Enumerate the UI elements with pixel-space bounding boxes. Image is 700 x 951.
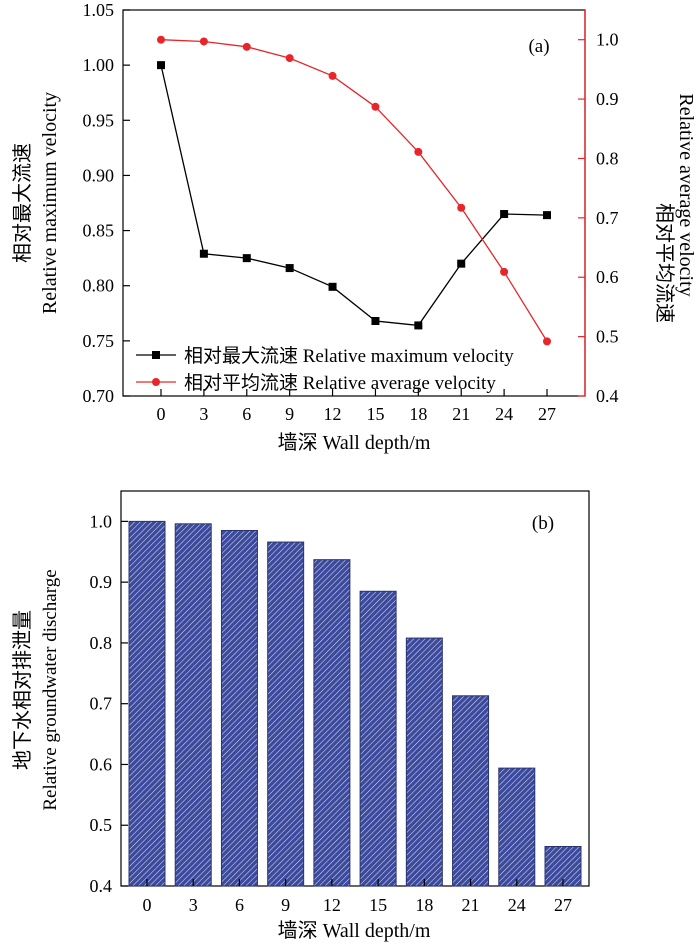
panel-b-x-tick-label: 12 [323, 895, 341, 915]
panel-b-y-tick-label: 0.7 [90, 694, 113, 714]
max-velocity-point [414, 321, 423, 330]
panel-a-x-tick-label: 12 [324, 404, 342, 424]
panel-a-right-tick-label: 0.7 [596, 208, 619, 228]
average-velocity-point [543, 337, 551, 346]
discharge-bar [128, 520, 166, 887]
discharge-bar [359, 590, 397, 887]
max-velocity-point [285, 264, 294, 273]
panel-b: 0 3 6 9 12 15 18 21 24 27 0.4 0.5 0.6 0.7 0.8 0.9 1.0 (… [11, 490, 590, 942]
panel-b-y-tick-label: 0.9 [90, 572, 113, 592]
panel-b-label: (b) [532, 513, 554, 534]
panel-a-x-axis-title: 墙深 Wall depth/m [278, 431, 431, 454]
panel-a-left-tick-label: 0.95 [83, 110, 115, 130]
max-velocity-point [199, 249, 208, 258]
panel-a-right-tick-label: 0.9 [596, 89, 619, 109]
panel-b-x-tick-label: 15 [369, 895, 387, 915]
max-velocity-point [242, 254, 251, 263]
max-velocity-line [160, 64, 548, 327]
panel-a-left-tick-label: 0.90 [83, 165, 115, 185]
average-velocity-point [371, 102, 380, 111]
panel-a-x-tick-label: 21 [452, 404, 470, 424]
panel-a-right-axis-title-en: Relative average velocity [675, 93, 697, 296]
max-velocity-point [157, 61, 165, 70]
max-velocity-point [371, 317, 380, 326]
panel-a-x-tick-label: 18 [409, 404, 427, 424]
panel-b-x-tick-label: 0 [143, 895, 152, 915]
panel-a-left-tick-label: 0.80 [83, 276, 115, 296]
max-velocity-point [543, 211, 551, 220]
discharge-bar [267, 541, 305, 887]
panel-a-x-tick-label: 24 [495, 404, 513, 424]
panel-b-x-tick-label: 24 [508, 895, 526, 915]
legend-marker-circle [152, 378, 160, 386]
legend-label-max-velocity: 相对最大流速 Relative maximum velocity [184, 345, 514, 367]
average-velocity-point [157, 35, 165, 44]
panel-a-left-tick-label: 0.85 [83, 221, 115, 241]
panel-a-x-tick-label: 6 [242, 404, 251, 424]
panel-b-y-tick-label: 0.4 [90, 876, 113, 896]
panel-a: 0 3 6 9 12 15 18 21 24 27 0.70 0.75 0.80 0.85 0.90 0.9… [11, 0, 697, 454]
discharge-bar [313, 559, 351, 887]
panel-b-x-tick-label: 9 [281, 895, 290, 915]
average-velocity-point [500, 267, 509, 276]
panel-a-legend: 相对最大流速 Relative maximum velocity 相对平均流速 … [136, 345, 514, 394]
panel-a-x-tick-label: 9 [285, 404, 294, 424]
panel-b-y-tick-label: 0.5 [90, 815, 113, 835]
max-velocity-point [457, 259, 466, 268]
panel-a-left-tick-label: 1.00 [83, 55, 115, 75]
panel-b-x-tick-label: 3 [189, 895, 198, 915]
discharge-bar [452, 695, 490, 887]
panel-b-y-axis-title-cn: 地下水相对排泄量 [11, 610, 34, 770]
panel-a-right-tick-label: 0.6 [596, 267, 619, 287]
panel-a-left-tick-label: 0.70 [83, 386, 115, 406]
discharge-bar [220, 530, 258, 887]
discharge-bar [174, 523, 212, 887]
discharge-bar [405, 637, 443, 887]
panel-a-right-axis-title-cn: 相对平均流速 [653, 203, 676, 323]
legend-marker-square [152, 351, 160, 359]
average-velocity-point [285, 54, 294, 63]
panel-a-left-axis-title-en: Relative maximum velocity [39, 92, 61, 314]
legend-label-average-velocity: 相对平均流速 Relative average velocity [184, 372, 496, 394]
average-velocity-point [242, 42, 251, 51]
average-velocity-point [457, 203, 466, 212]
panel-a-right-tick-label: 0.5 [596, 327, 619, 347]
max-velocity-point [500, 210, 509, 219]
panel-a-right-tick-label: 1.0 [596, 30, 619, 50]
panel-a-left-axis-title-cn: 相对最大流速 [11, 143, 34, 263]
average-velocity-point [199, 37, 208, 46]
panel-b-y-tick-label: 0.6 [90, 754, 113, 774]
panel-a-x-tick-label: 0 [157, 404, 166, 424]
panel-b-x-tick-label: 27 [554, 895, 572, 915]
panel-a-right-tick-label: 0.8 [596, 148, 619, 168]
panel-a-label: (a) [528, 36, 549, 57]
average-velocity-point [328, 71, 337, 80]
panel-b-x-tick-label: 21 [462, 895, 480, 915]
max-velocity-point [328, 282, 337, 291]
panel-a-x-tick-label: 15 [366, 404, 384, 424]
discharge-bar [498, 767, 536, 887]
average-velocity-point [414, 147, 423, 156]
panel-b-x-tick-label: 6 [235, 895, 244, 915]
panel-b-plot-frame [120, 490, 590, 887]
panel-a-x-tick-label: 3 [199, 404, 208, 424]
panel-b-y-tick-label: 1.0 [90, 511, 113, 531]
panel-b-x-axis-title: 墙深 Wall depth/m [278, 919, 431, 942]
panel-a-left-tick-label: 1.05 [83, 0, 115, 20]
panel-a-x-tick-label: 27 [538, 404, 556, 424]
panel-a-right-tick-label: 0.4 [596, 386, 619, 406]
panel-b-x-tick-label: 18 [415, 895, 433, 915]
average-velocity-line [160, 39, 548, 342]
panel-a-left-tick-label: 0.75 [83, 331, 115, 351]
panel-b-y-tick-label: 0.8 [90, 633, 113, 653]
panel-b-y-axis-title-en: Relative groundwater discharge [40, 569, 61, 810]
